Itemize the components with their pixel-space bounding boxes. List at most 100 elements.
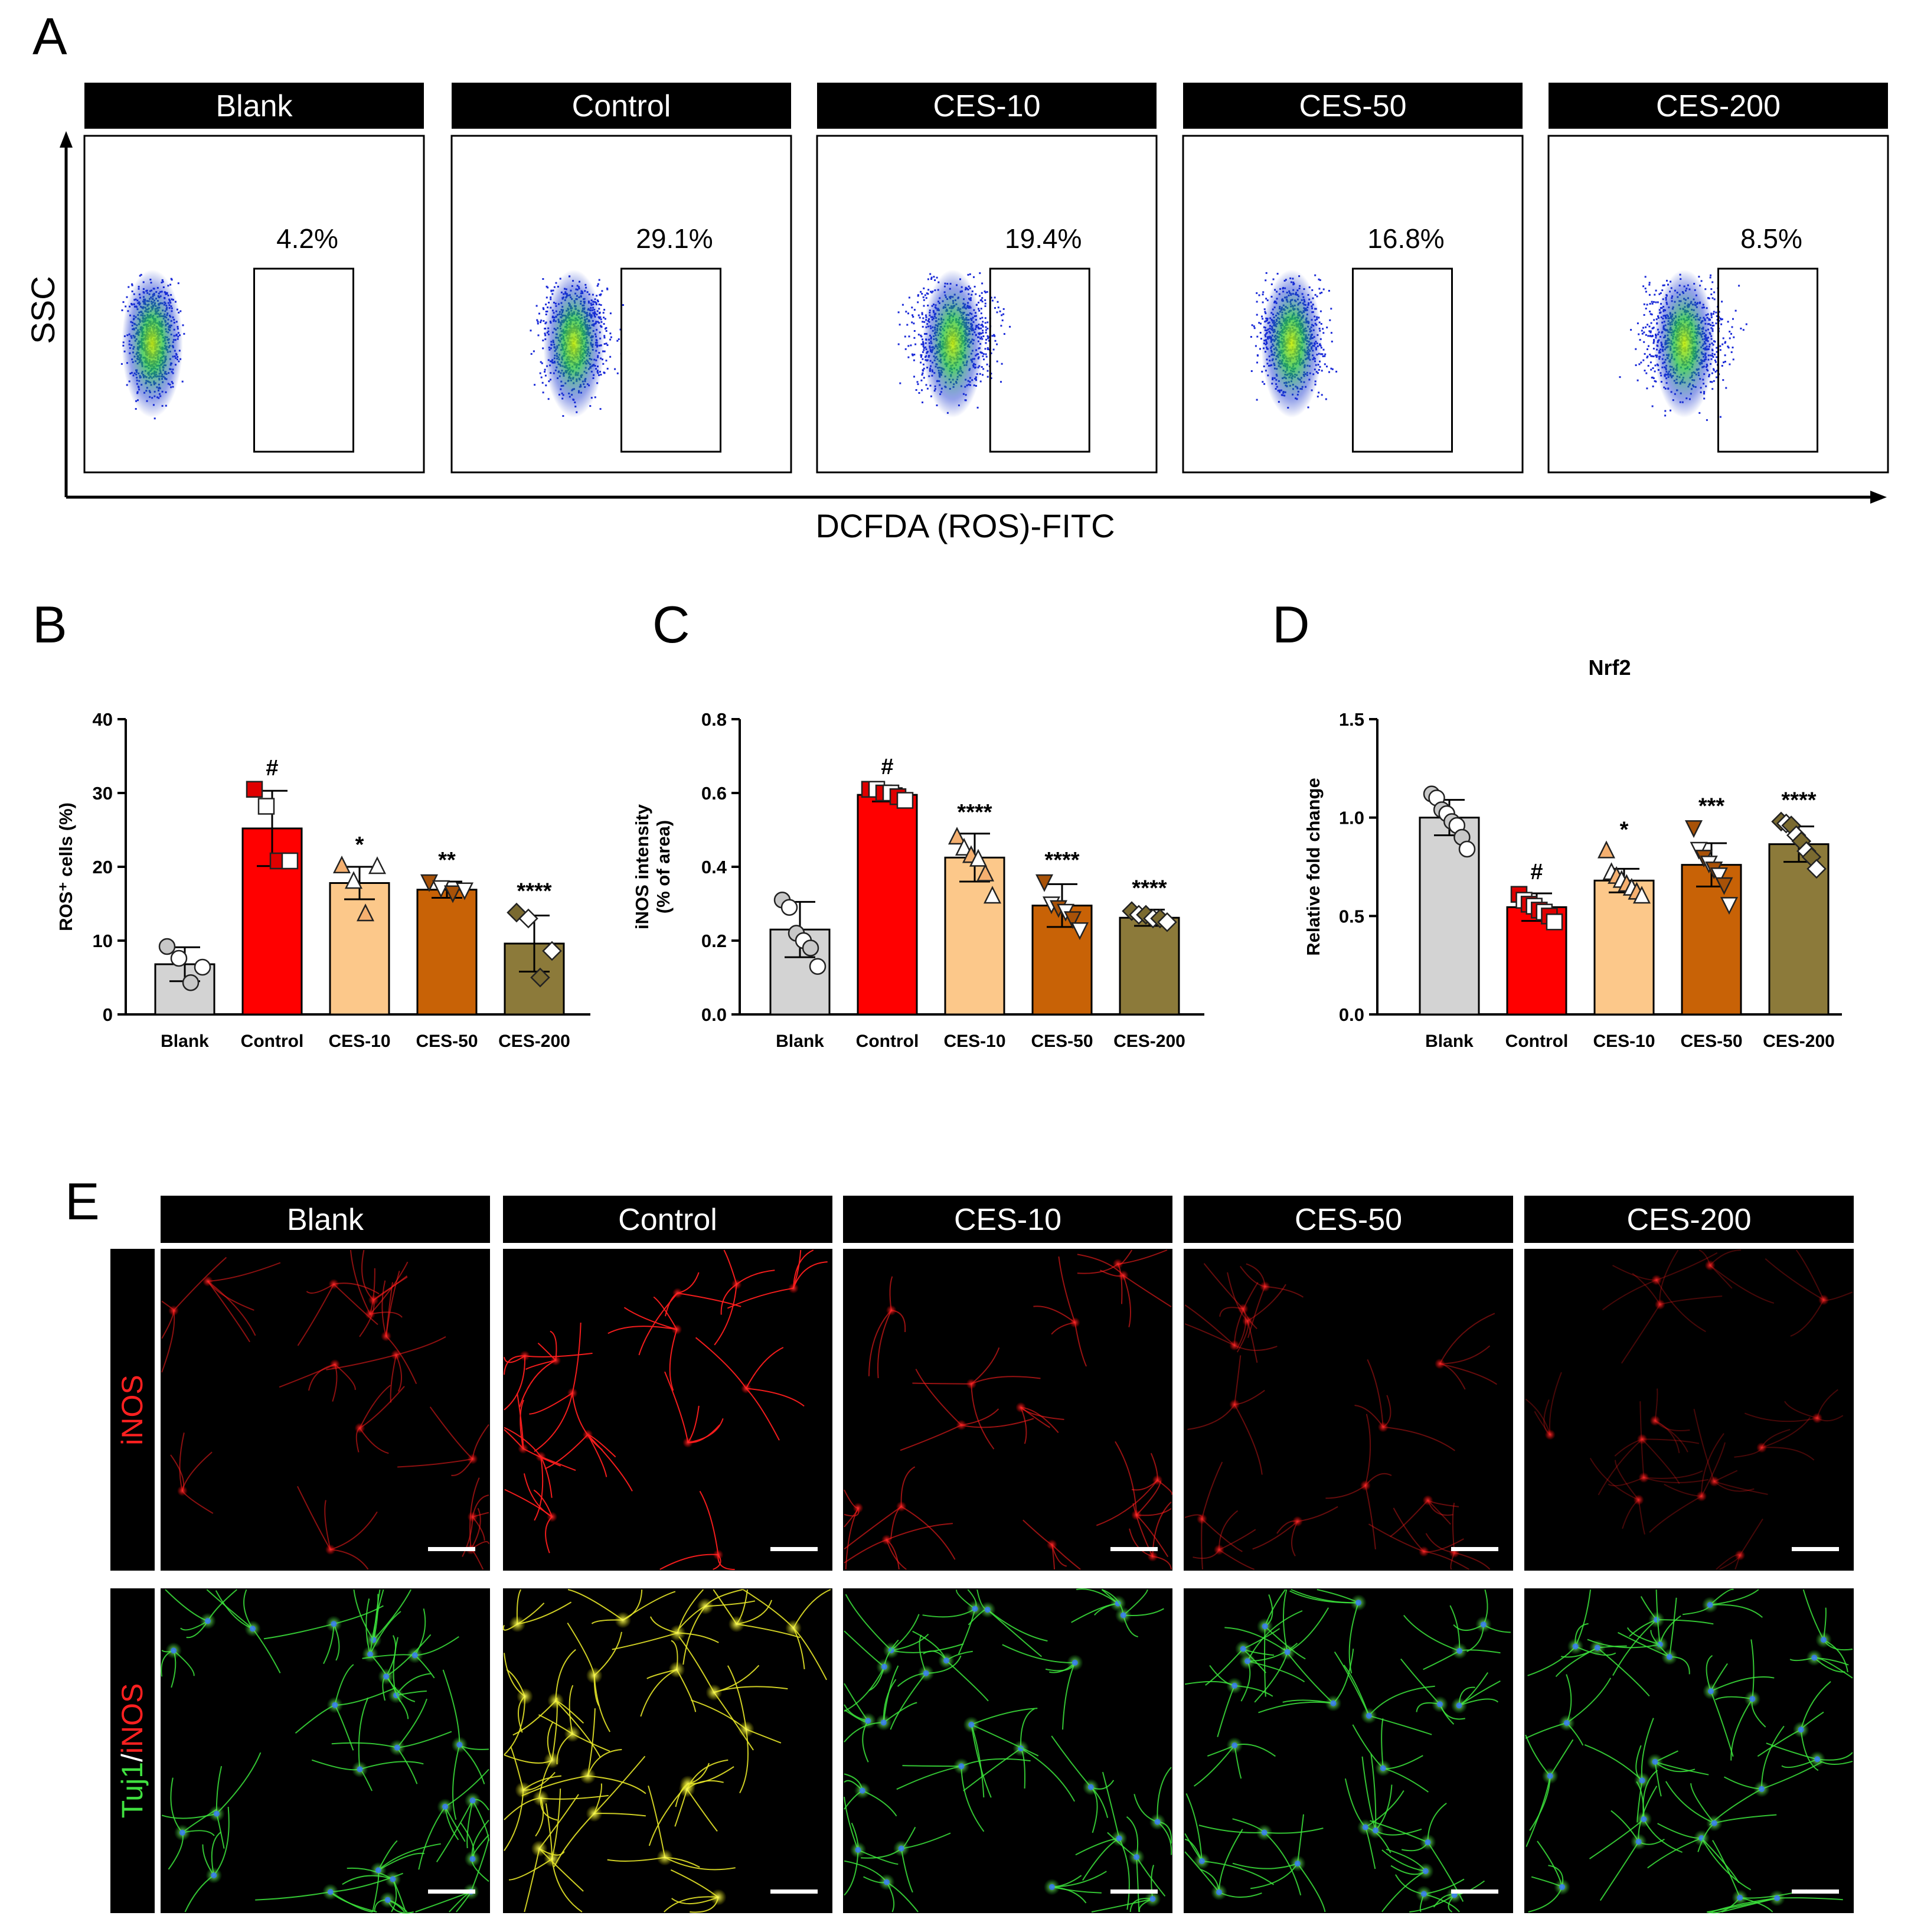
flow-gate-percent: 8.5% <box>1740 223 1802 254</box>
neurite <box>1201 1461 1223 1519</box>
neurite <box>1403 1614 1460 1652</box>
data-point <box>1710 867 1728 886</box>
nucleus <box>1666 1654 1672 1660</box>
data-point <box>432 880 450 898</box>
row2-label-inos: iNOS <box>116 1683 149 1754</box>
data-point <box>1546 913 1563 931</box>
neurite <box>1656 1280 1706 1333</box>
cell-body <box>1812 1412 1823 1424</box>
cell-body <box>547 1511 558 1522</box>
micro-image-blank-row2 <box>161 1588 490 1914</box>
x-tick-label: CES-200 <box>498 1032 570 1051</box>
nucleus <box>1198 1858 1205 1864</box>
nucleus <box>923 1670 929 1676</box>
data-point <box>1157 912 1177 932</box>
nucleus <box>1821 1637 1827 1643</box>
neurite <box>1790 1299 1824 1337</box>
nucleus <box>1737 1894 1743 1901</box>
neurite <box>1234 1282 1259 1346</box>
neurite <box>901 1506 956 1560</box>
y-tick-label: 0.0 <box>1339 1004 1364 1025</box>
nucleus <box>367 1651 373 1657</box>
y-axis-label: iNOS intensity <box>632 804 652 929</box>
x-tick-label: CES-10 <box>328 1032 390 1051</box>
y-tick-label: 0.0 <box>701 1004 727 1025</box>
bar-ces-50 <box>416 889 478 1016</box>
x-tick-label: Control <box>241 1032 304 1051</box>
nucleus <box>1437 1701 1443 1708</box>
flow-plot-control: Control 29.1% <box>450 83 792 474</box>
cell-body <box>1544 1429 1556 1440</box>
data-point <box>344 871 363 889</box>
neurite <box>1795 1249 1824 1300</box>
nucleus <box>1048 1884 1055 1890</box>
cell-body <box>956 1419 967 1431</box>
flow-header-label: CES-200 <box>1656 89 1781 123</box>
nucleus <box>1362 1824 1368 1830</box>
x-tick-label: Control <box>1505 1032 1569 1051</box>
nucleus <box>332 1702 338 1708</box>
micro-header-label: Blank <box>287 1203 364 1237</box>
bar-ces-200 <box>1119 916 1180 1016</box>
nucleus <box>384 1897 391 1903</box>
neurite <box>971 1724 992 1798</box>
x-tick-label: CES-50 <box>1680 1032 1742 1051</box>
neurite <box>1701 1432 1724 1497</box>
nucleus <box>1480 1621 1487 1628</box>
flow-gate-percent: 19.4% <box>1005 223 1082 254</box>
neurite <box>877 1310 892 1378</box>
cell-body <box>886 1305 897 1316</box>
scale-bar <box>1451 1547 1498 1551</box>
flow-gate <box>253 267 354 453</box>
flow-header-label: Blank <box>215 89 293 123</box>
cell-body <box>1242 1316 1253 1327</box>
neurite <box>900 1466 916 1507</box>
neurite <box>1390 1500 1429 1538</box>
cell-body <box>1259 1281 1270 1292</box>
x-tick-label: Blank <box>161 1032 209 1051</box>
neurite <box>390 1355 397 1403</box>
cell-body <box>669 1624 686 1641</box>
neurite <box>551 1698 558 1761</box>
neurite <box>1364 1485 1376 1549</box>
nucleus <box>1149 1895 1156 1902</box>
flow-density-core <box>543 269 605 418</box>
data-point <box>281 852 299 870</box>
neurite <box>1364 1414 1371 1486</box>
cell-body <box>550 1355 561 1366</box>
neurite <box>324 1500 331 1550</box>
neurite <box>1709 1265 1775 1304</box>
nucleus <box>1231 1742 1238 1748</box>
flow-header-label: CES-50 <box>1299 89 1406 123</box>
nucleus <box>390 1876 396 1882</box>
neurite <box>452 1744 460 1820</box>
flow-plot-frame <box>816 135 1158 474</box>
cell-body <box>177 1485 188 1496</box>
cell-body <box>671 1324 682 1335</box>
neurite <box>1020 1748 1075 1802</box>
row-label-tuj1-inos: Tuj1/iNOS <box>110 1588 155 1913</box>
nucleus <box>179 1829 185 1836</box>
bar-ces-10 <box>329 882 390 1016</box>
nucleus <box>1420 1891 1427 1897</box>
cell-body <box>1229 1340 1240 1351</box>
panel-letter-b: B <box>32 595 67 654</box>
y-tick-label: 20 <box>93 857 113 877</box>
x-tick-label: CES-200 <box>1113 1032 1185 1051</box>
cell-body <box>1704 1260 1716 1271</box>
flow-plot-ces-10: CES-10 19.4% <box>816 83 1158 474</box>
cell-body <box>168 1305 179 1316</box>
cell-body <box>515 1781 532 1799</box>
nucleus <box>205 1618 211 1624</box>
neurite <box>1710 1676 1775 1692</box>
significance-label: # <box>1530 860 1543 885</box>
data-point <box>1807 859 1827 879</box>
cell-body <box>1196 1513 1207 1525</box>
neurite <box>359 1385 391 1429</box>
nucleus <box>1133 1854 1140 1861</box>
nucleus <box>968 1721 975 1728</box>
neurite <box>1115 1441 1138 1515</box>
neurite <box>912 1382 972 1385</box>
neurite <box>1184 1304 1235 1346</box>
neurite <box>1201 1519 1203 1570</box>
